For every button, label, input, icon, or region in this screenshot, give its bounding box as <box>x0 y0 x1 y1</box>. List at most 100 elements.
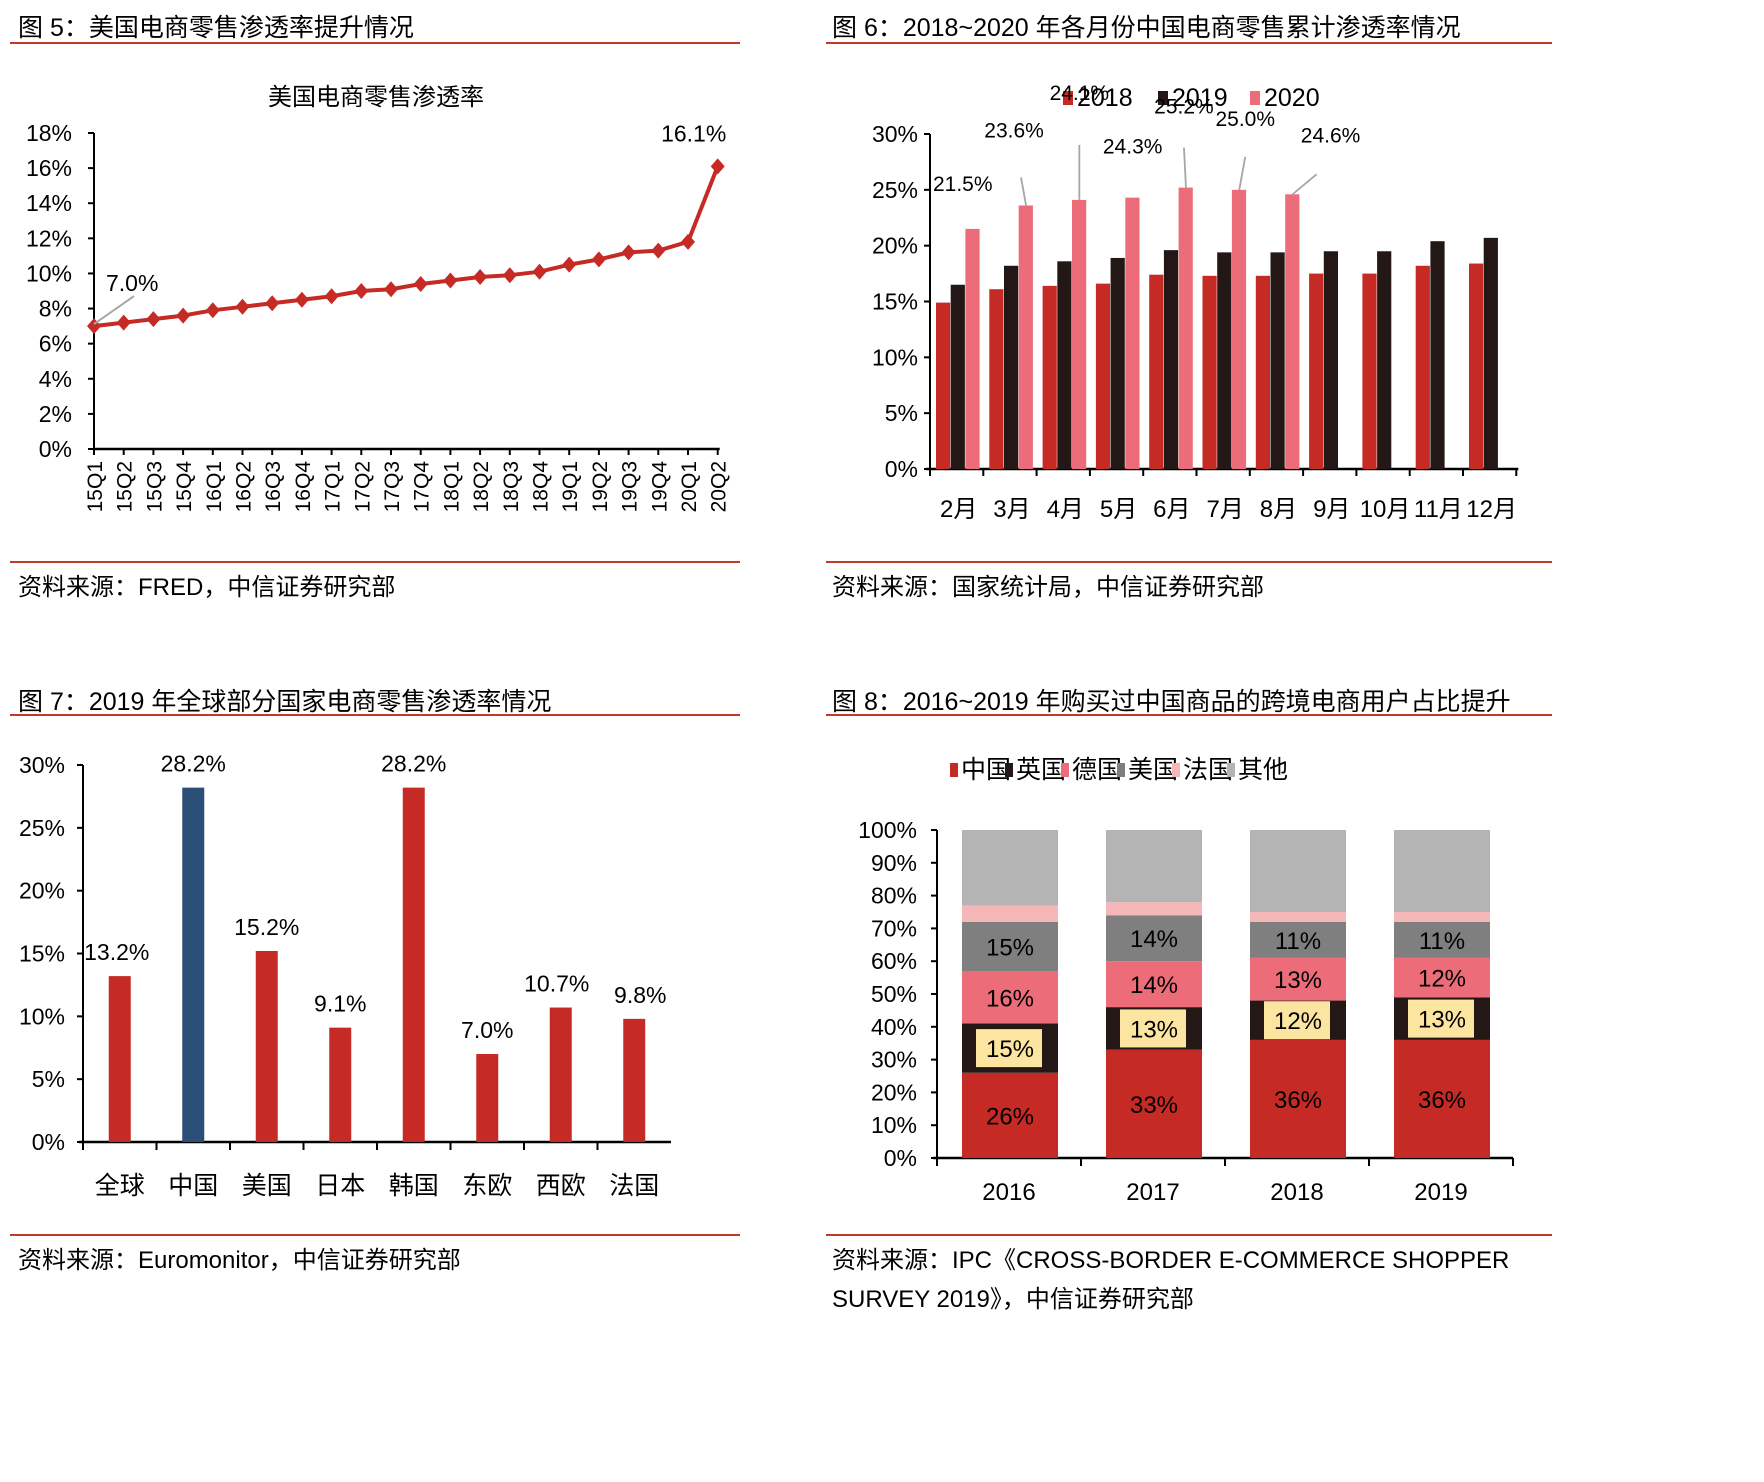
bar-segment-美国 <box>1250 921 1346 958</box>
y-tick-label: 10% <box>19 1003 65 1029</box>
legend-swatch <box>1158 91 1168 105</box>
chart-title: 美国电商零售渗透率 <box>268 84 484 111</box>
y-tick-label: 2% <box>39 401 72 427</box>
annotation-label: 16.1% <box>661 120 726 146</box>
legend-label: 中国 <box>961 756 1011 784</box>
data-label: 26% <box>986 1103 1034 1130</box>
bar-2019 <box>1110 257 1125 469</box>
data-label: 13.2% <box>84 939 149 965</box>
legend-label: 其他 <box>1238 756 1288 784</box>
figure-7-source: 资料来源：Euromonitor，中信证券研究部 <box>18 1247 461 1274</box>
bar-segment-德国 <box>962 971 1058 1024</box>
data-label: 23.6% <box>984 119 1044 142</box>
x-tick-label: 17Q3 <box>381 461 404 512</box>
y-tick-label: 50% <box>871 981 917 1007</box>
bar-2019 <box>1270 252 1285 469</box>
y-tick-label: 15% <box>19 941 65 967</box>
data-label: 36% <box>1274 1087 1322 1114</box>
y-tick-label: 20% <box>19 878 65 904</box>
y-tick-label: 14% <box>26 190 72 216</box>
annotation-label: 7.0% <box>106 270 158 296</box>
y-tick-label: 25% <box>19 815 65 841</box>
x-tick-label: 日本 <box>315 1172 365 1200</box>
figure-6-title-rule <box>826 42 1552 44</box>
data-point-marker <box>562 256 577 273</box>
x-tick-label: 18Q3 <box>500 461 523 512</box>
figure-7-source-rule <box>10 1234 740 1236</box>
legend-label: 德国 <box>1072 756 1122 784</box>
bar-2018 <box>1415 265 1430 469</box>
y-tick-label: 12% <box>26 225 72 251</box>
bar-2020 <box>1072 199 1087 469</box>
bar-segment-德国 <box>1106 961 1202 1008</box>
bar-segment-中国 <box>1250 1039 1346 1158</box>
bar-2018 <box>1202 275 1217 469</box>
data-point-marker <box>265 295 280 312</box>
bar-2018 <box>1255 275 1270 469</box>
data-label: 15% <box>986 934 1034 961</box>
x-tick-label: 19Q3 <box>619 461 642 512</box>
x-tick-label: 19Q4 <box>648 461 671 513</box>
bar-2019 <box>1377 251 1392 469</box>
data-point-marker <box>651 242 666 259</box>
x-tick-label: 17Q1 <box>322 461 345 512</box>
y-tick-label: 0% <box>885 456 918 482</box>
x-tick-label: 中国 <box>168 1172 218 1200</box>
y-tick-label: 5% <box>885 400 918 426</box>
figure-8-source-line-1: 资料来源：IPC《CROSS-BORDER E-COMMERCE SHOPPER <box>832 1247 1510 1274</box>
data-label: 33% <box>1130 1092 1178 1119</box>
figure-5-source: 资料来源：FRED，中信证券研究部 <box>18 574 396 601</box>
legend-swatch <box>1172 763 1180 777</box>
y-tick-label: 0% <box>32 1129 65 1155</box>
bar-segment-中国 <box>962 1072 1058 1158</box>
y-tick-label: 30% <box>872 121 918 147</box>
bar <box>108 976 131 1142</box>
chart-china-monthly-penetration: 2018 2019 2020 0% 5% 10% 15% 20% 25% 30% 2月 3月 4月 5月 6… <box>872 82 1519 523</box>
bar <box>476 1054 499 1142</box>
data-label-box <box>1264 1001 1330 1040</box>
data-point-marker <box>681 233 695 250</box>
bar-2019 <box>1430 241 1445 469</box>
y-tick-label: 60% <box>871 948 917 974</box>
bar-segment-其他 <box>962 830 1058 906</box>
data-label: 15.2% <box>234 914 299 940</box>
chart-us-ecommerce-penetration: 美国电商零售渗透率 0% 2% 4% 6% 8% 10% 12% 14% 16% 18% 15Q1 15… <box>26 84 731 513</box>
figure-8-source-rule <box>826 1234 1552 1236</box>
x-tick-label: 9月 <box>1313 496 1350 523</box>
bar-2019 <box>950 284 965 469</box>
y-tick-label: 0% <box>39 436 72 462</box>
y-tick-label: 0% <box>884 1145 917 1171</box>
figure-7-title: 图 7：2019 年全球部分国家电商零售渗透率情况 <box>18 688 552 716</box>
bar <box>623 1018 646 1142</box>
data-point-marker <box>591 251 606 268</box>
data-label: 25.0% <box>1215 108 1275 131</box>
x-tick-label: 2016 <box>982 1179 1035 1206</box>
bar-segment-其他 <box>1250 830 1346 912</box>
x-tick-label: 15Q2 <box>114 461 137 512</box>
y-tick-label: 80% <box>871 883 917 909</box>
bar <box>182 787 205 1142</box>
bar-2018 <box>936 302 951 469</box>
y-tick-label: 30% <box>871 1047 917 1073</box>
data-label-leader-line <box>1238 156 1247 190</box>
x-tick-label: 19Q2 <box>589 461 612 512</box>
figure-6-title: 图 6：2018~2020 年各月份中国电商零售累计渗透率情况 <box>832 14 1461 42</box>
data-point-marker <box>294 291 309 308</box>
y-tick-label: 20% <box>871 1079 917 1105</box>
figure-6-source-rule <box>826 561 1552 563</box>
x-tick-label: 东欧 <box>462 1172 512 1200</box>
x-tick-label: 20Q1 <box>678 461 701 512</box>
legend-label: 2018 <box>1077 84 1133 112</box>
x-tick-label: 16Q1 <box>203 461 226 512</box>
data-label-box <box>1408 999 1474 1038</box>
data-label: 9.1% <box>314 991 366 1017</box>
y-tick-label: 70% <box>871 915 917 941</box>
y-tick-label: 15% <box>872 289 918 315</box>
y-tick-label: 20% <box>872 233 918 259</box>
x-tick-label: 12月 <box>1466 496 1517 523</box>
y-tick-label: 40% <box>871 1014 917 1040</box>
data-point-marker <box>502 267 517 284</box>
figure-5-title-rule <box>10 42 740 44</box>
data-point-marker <box>205 302 220 319</box>
bar-segment-法国 <box>1250 912 1346 922</box>
